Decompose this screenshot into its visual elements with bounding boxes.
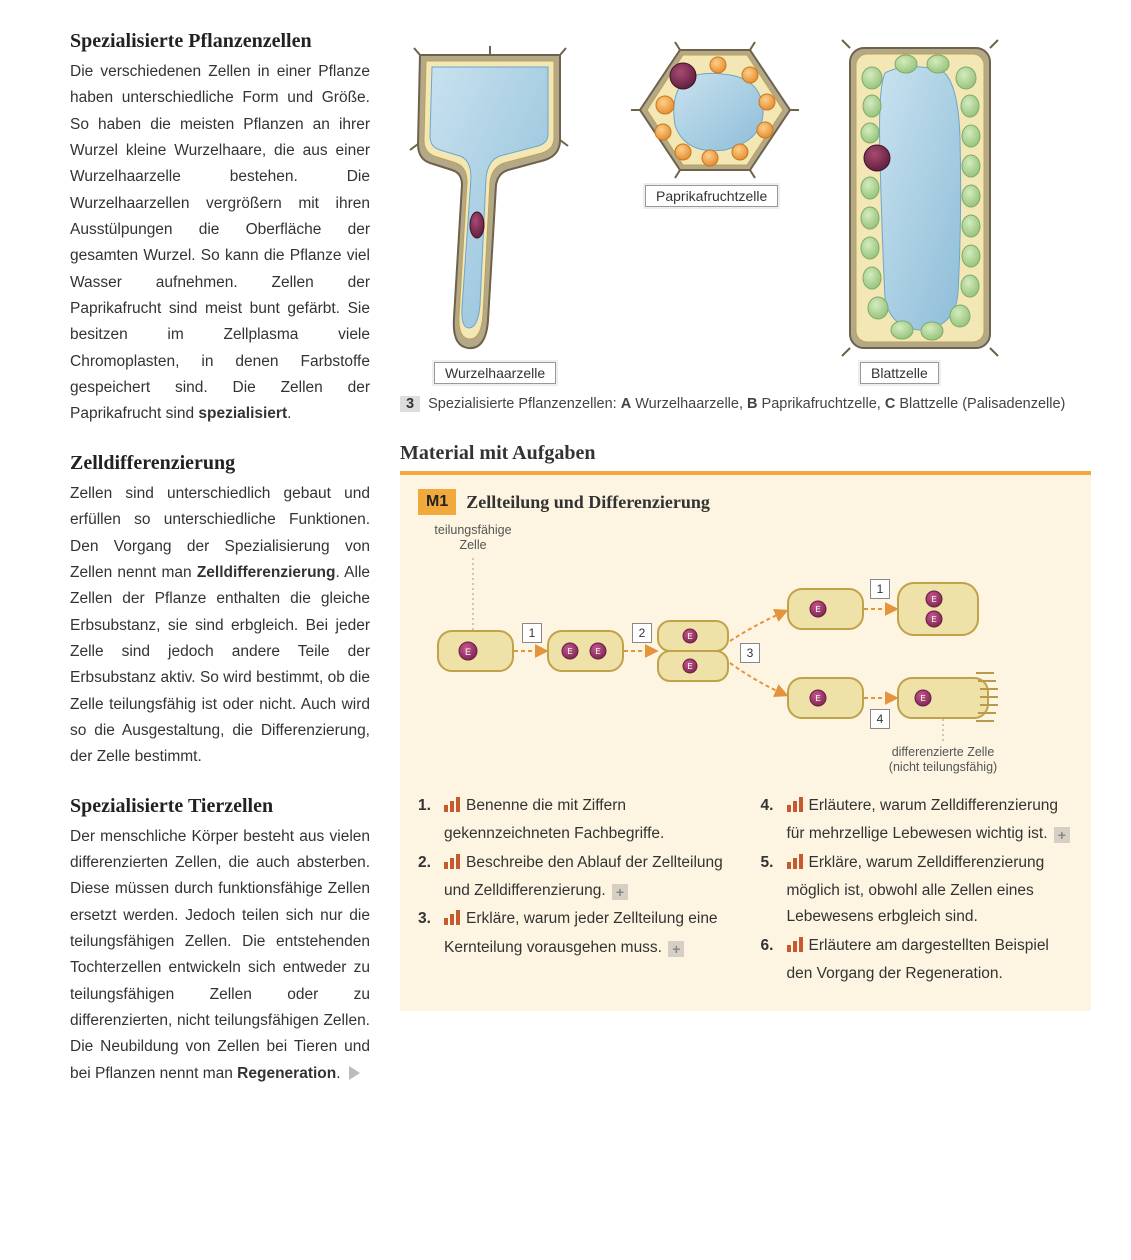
step-1: 1 — [522, 623, 542, 643]
step-4: 4 — [870, 709, 890, 729]
root-hair-cell — [410, 46, 568, 348]
text: Der menschliche Körper besteht aus viele… — [70, 828, 370, 1082]
task-number: 2. — [418, 850, 444, 905]
task-number: 5. — [761, 850, 787, 931]
difficulty-bars-icon — [444, 908, 462, 934]
task-text: Erläutere am dargestellten Beispiel den … — [787, 933, 1074, 988]
tasks-col-left: 1.Benenne die mit Ziffern gekennzeichnet… — [418, 793, 731, 989]
difficulty-bars-icon — [444, 795, 462, 821]
svg-text:E: E — [931, 595, 936, 604]
figure-caption: 3 Spezialisierte Pflanzenzellen: A Wurze… — [400, 396, 1091, 412]
task-text: Erkläre, warum Zelldifferenzierung mögli… — [787, 850, 1074, 931]
task-item: 2.Beschreibe den Ablauf der Zellteilung … — [418, 850, 731, 905]
paragraph-zelldifferenzierung: Zellen sind unterschiedlich gebaut und e… — [70, 481, 370, 771]
figure-column: Wurzelhaarzelle Paprikafruchtzelle Blatt… — [400, 30, 1091, 1087]
text: Die verschiedenen Zellen in einer Pflanz… — [70, 63, 370, 422]
diagram-label-top: teilungsfähigeZelle — [428, 523, 518, 553]
heading-zelldifferenzierung: Zelldifferenzierung — [70, 452, 370, 475]
difficulty-bars-icon — [787, 935, 805, 961]
label-wurzelhaarzelle: Wurzelhaarzelle — [434, 362, 556, 384]
task-text: Benenne die mit Ziffern gekennzeichneten… — [444, 793, 731, 848]
division-svg: E E E E E — [418, 523, 998, 773]
task-item: 5.Erkläre, warum Zelldifferenzierung mög… — [761, 850, 1074, 931]
caption-c-text: Blattzelle (Palisadenzelle) — [895, 396, 1065, 412]
caption-a-text: Wurzelhaarzelle, — [631, 396, 747, 412]
figure-number: 3 — [400, 396, 420, 412]
text: . — [336, 1065, 340, 1082]
task-item: 3.Erkläre, warum jeder Zellteilung eine … — [418, 906, 731, 961]
step-2: 2 — [632, 623, 652, 643]
expand-icon[interactable]: + — [1054, 827, 1070, 843]
task-item: 6.Erläutere am dargestellten Beispiel de… — [761, 933, 1074, 988]
caption-a-bold: A — [621, 396, 631, 412]
tasks-col-right: 4.Erläutere, warum Zelldifferenzierung f… — [761, 793, 1074, 989]
task-text: Erkläre, warum jeder Zellteilung eine Ke… — [444, 906, 731, 961]
material-title: Zellteilung und Differenzierung — [466, 492, 710, 513]
figure-plant-cells: Wurzelhaarzelle Paprikafruchtzelle Blatt… — [400, 30, 1091, 390]
paprika-fruit-cell — [631, 42, 799, 178]
diagram-label-bottom: differenzierte Zelle(nicht teilungsfähig… — [868, 745, 1018, 775]
heading-spezialisierte-pflanzenzellen: Spezialisierte Pflanzenzellen — [70, 30, 370, 53]
caption-lead: Spezialisierte Pflanzenzellen: — [428, 396, 621, 412]
material-badge: M1 — [418, 489, 456, 515]
difficulty-bars-icon — [444, 852, 462, 878]
paragraph-pflanzenzellen: Die verschiedenen Zellen in einer Pflanz… — [70, 59, 370, 428]
task-text: Beschreibe den Ablauf der Zellteilung un… — [444, 850, 731, 905]
caption-b-text: Paprikafruchtzelle, — [758, 396, 885, 412]
svg-text:E: E — [687, 632, 692, 641]
task-text: Erläutere, warum Zelldifferenzierung für… — [787, 793, 1074, 848]
bold-zelldifferenzierung: Zelldifferenzierung — [197, 564, 336, 581]
step-1b: 1 — [870, 579, 890, 599]
label-paprikafruchtzelle: Paprikafruchtzelle — [645, 185, 778, 207]
task-item: 4.Erläutere, warum Zelldifferenzierung f… — [761, 793, 1074, 848]
text-column: Spezialisierte Pflanzenzellen Die versch… — [70, 30, 370, 1087]
caption-b-bold: B — [747, 396, 757, 412]
difficulty-bars-icon — [787, 852, 805, 878]
task-number: 3. — [418, 906, 444, 961]
text: . — [287, 405, 291, 422]
svg-text:E: E — [815, 694, 820, 703]
heading-tierzellen: Spezialisierte Tierzellen — [70, 795, 370, 818]
paragraph-tierzellen: Der menschliche Körper besteht aus viele… — [70, 824, 370, 1087]
svg-text:E: E — [595, 647, 600, 656]
svg-text:E: E — [687, 662, 692, 671]
bold-regeneration: Regeneration — [237, 1065, 336, 1082]
task-number: 6. — [761, 933, 787, 988]
bold-spezialisiert: spezialisiert — [198, 405, 287, 422]
label-blattzelle: Blattzelle — [860, 362, 939, 384]
svg-text:E: E — [920, 694, 925, 703]
task-number: 1. — [418, 793, 444, 848]
material-heading: Material mit Aufgaben — [400, 442, 1091, 465]
material-box: M1 Zellteilung und Differenzierung — [400, 471, 1091, 1011]
svg-text:E: E — [815, 605, 820, 614]
expand-icon[interactable]: + — [668, 941, 684, 957]
tasks-container: 1.Benenne die mit Ziffern gekennzeichnet… — [418, 793, 1073, 989]
caption-c-bold: C — [885, 396, 895, 412]
svg-text:E: E — [567, 647, 572, 656]
svg-text:E: E — [465, 647, 471, 657]
step-3: 3 — [740, 643, 760, 663]
task-number: 4. — [761, 793, 787, 848]
leaf-palisade-cell — [842, 40, 998, 356]
text: . Alle Zellen der Pflanze enthalten die … — [70, 564, 370, 765]
difficulty-bars-icon — [787, 795, 805, 821]
task-item: 1.Benenne die mit Ziffern gekennzeichnet… — [418, 793, 731, 848]
play-icon[interactable] — [349, 1066, 360, 1080]
cell-division-diagram: E E E E E — [418, 523, 1073, 783]
svg-text:E: E — [931, 615, 936, 624]
material-heading-text: Material mit Aufgaben — [400, 442, 596, 464]
expand-icon[interactable]: + — [612, 884, 628, 900]
